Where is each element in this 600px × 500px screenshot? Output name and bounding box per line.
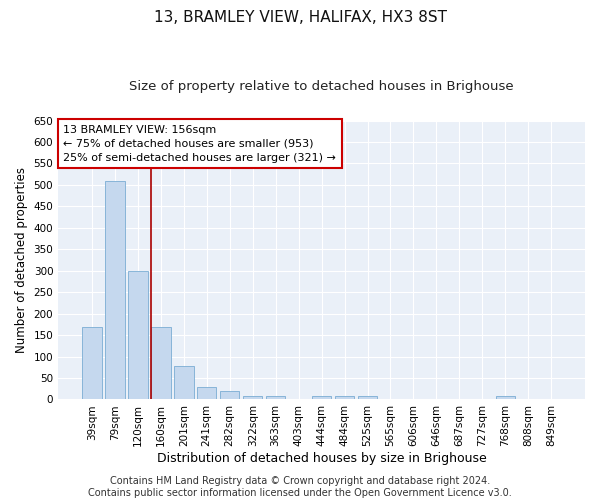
- Text: 13, BRAMLEY VIEW, HALIFAX, HX3 8ST: 13, BRAMLEY VIEW, HALIFAX, HX3 8ST: [154, 10, 446, 25]
- Y-axis label: Number of detached properties: Number of detached properties: [15, 167, 28, 353]
- Text: 13 BRAMLEY VIEW: 156sqm
← 75% of detached houses are smaller (953)
25% of semi-d: 13 BRAMLEY VIEW: 156sqm ← 75% of detache…: [64, 124, 337, 162]
- Bar: [266, 396, 286, 400]
- Bar: [496, 396, 515, 400]
- Bar: [243, 396, 262, 400]
- Title: Size of property relative to detached houses in Brighouse: Size of property relative to detached ho…: [129, 80, 514, 93]
- Bar: [220, 391, 239, 400]
- Bar: [105, 180, 125, 400]
- Bar: [312, 396, 331, 400]
- Bar: [335, 396, 355, 400]
- Bar: [174, 366, 194, 400]
- Bar: [82, 328, 101, 400]
- Bar: [197, 386, 217, 400]
- Bar: [128, 270, 148, 400]
- Text: Contains HM Land Registry data © Crown copyright and database right 2024.
Contai: Contains HM Land Registry data © Crown c…: [88, 476, 512, 498]
- Bar: [358, 396, 377, 400]
- X-axis label: Distribution of detached houses by size in Brighouse: Distribution of detached houses by size …: [157, 452, 487, 465]
- Bar: [151, 328, 170, 400]
